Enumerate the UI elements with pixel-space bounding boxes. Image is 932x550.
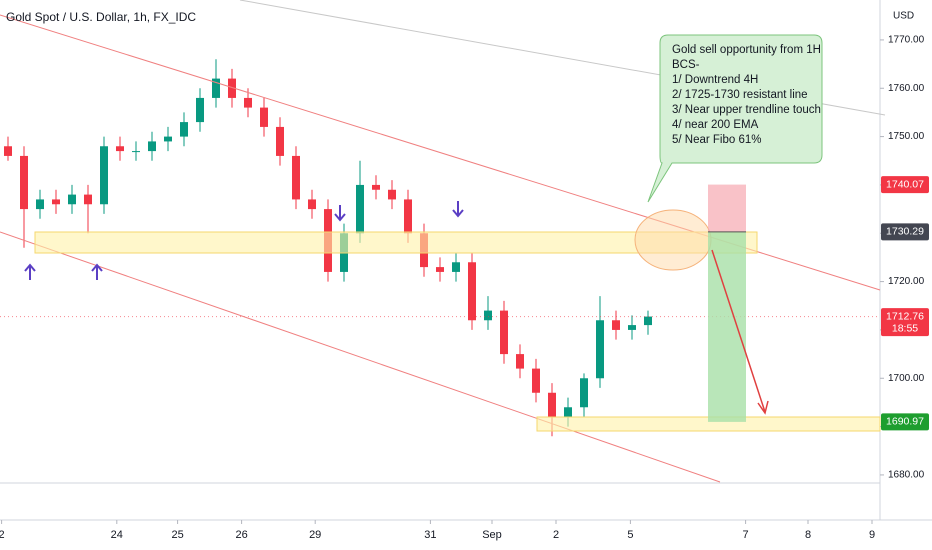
y-tick-label: 1760.00: [888, 83, 925, 94]
projection-arrowhead: [757, 400, 769, 415]
callout-line: Gold sell opportunity from 1H: [672, 44, 821, 56]
target-tag-bg: [881, 413, 929, 431]
candle-body: [4, 146, 12, 156]
candles: [0, 59, 880, 437]
candle-body: [372, 184, 380, 190]
stop-zone: [708, 184, 746, 232]
candle-body: [84, 194, 92, 205]
candle-body: [36, 199, 44, 210]
stop-tag: 1740.07: [886, 178, 924, 190]
x-tick-label: 31: [424, 529, 436, 541]
x-tick-label: 26: [235, 529, 247, 541]
x-tick-label: 29: [309, 529, 321, 541]
candle-body: [452, 262, 460, 272]
callout-line: 2/ 1725-1730 resistant line: [672, 89, 808, 101]
candle-body: [212, 78, 220, 98]
candle-body: [180, 122, 188, 137]
down-arrow: [452, 201, 464, 218]
candle-body: [356, 184, 364, 234]
x-tick-label: 2: [553, 529, 559, 541]
symbol-title: Gold Spot / U.S. Dollar, 1h, FX_IDC: [6, 10, 196, 24]
target-tag: 1690.97: [886, 416, 924, 428]
callout-line: 3/ Near upper trendline touch: [672, 104, 821, 116]
callout: Gold sell opportunity from 1H BCS- 1/ Down…: [647, 34, 823, 203]
countdown: 18:55: [892, 322, 918, 334]
lower-channel: [0, 231, 721, 483]
candle-body: [468, 262, 476, 321]
y-tick-label: 1720.00: [888, 276, 925, 287]
x-tick-label: 25: [171, 529, 183, 541]
candle-body: [148, 141, 156, 152]
up-arrow: [24, 263, 36, 280]
candle-body: [20, 155, 28, 210]
candle-body: [388, 189, 396, 200]
callout-line: 5/ Near Fibo 61%: [672, 134, 762, 146]
candle-body: [612, 320, 620, 330]
candle-body: [404, 199, 412, 234]
candle-body: [68, 194, 76, 205]
candle-body: [644, 316, 652, 326]
x-tick-label: 2: [0, 529, 5, 541]
y-tick-label: 1680.00: [888, 470, 925, 481]
candle-body: [52, 199, 60, 205]
entry-tag: 1730.29: [886, 226, 924, 238]
candle-body: [164, 136, 172, 142]
candle-body: [292, 155, 300, 200]
target-zone: [708, 231, 746, 422]
down-arrow: [334, 205, 346, 222]
candle-body: [116, 146, 124, 152]
candle-body: [132, 151, 140, 153]
callout-line: 1/ Downtrend 4H: [672, 74, 758, 86]
candle-body: [228, 78, 236, 98]
arrows: [24, 201, 464, 280]
callout-line: BCS-: [672, 59, 700, 71]
highlight: [634, 209, 712, 271]
drawings: [0, 0, 886, 483]
axes: 1680.001690.001700.001710.001720.001730.…: [0, 35, 929, 541]
candle-body: [628, 325, 636, 330]
x-tick-label: 5: [627, 529, 633, 541]
candle-body: [276, 126, 284, 156]
x-tick-label: 9: [869, 529, 875, 541]
candle-body: [100, 146, 108, 205]
up-arrow: [91, 263, 103, 280]
candle-body: [548, 392, 556, 417]
candle-body: [532, 368, 540, 393]
x-tick-label: 8: [805, 529, 811, 541]
x-tick-label: 24: [111, 529, 123, 541]
x-tick-label: 7: [743, 529, 749, 541]
candle-body: [260, 107, 268, 127]
callout-line: 4/ near 200 EMA: [672, 119, 759, 131]
candle-body: [500, 310, 508, 355]
y-tick-label: 1700.00: [888, 373, 925, 384]
position-tool: [708, 184, 746, 422]
candle-body: [196, 97, 204, 123]
candle-body: [308, 199, 316, 210]
y-tick-label: 1750.00: [888, 131, 925, 142]
callout-box: [647, 34, 823, 203]
y-tick-label: 1770.00: [888, 35, 925, 46]
callout-text: Gold sell opportunity from 1H BCS- 1/ Down…: [672, 44, 821, 146]
candle-body: [516, 354, 524, 369]
candle-body: [564, 407, 572, 417]
candle-body: [244, 97, 252, 108]
candle-body: [484, 310, 492, 321]
entry-tag-bg: [881, 223, 929, 241]
projection-arrow: [711, 249, 766, 413]
currency: USD: [893, 11, 914, 22]
resistance-zone: [34, 231, 758, 254]
candle-body: [580, 378, 588, 408]
x-tick-label: Sep: [482, 529, 502, 541]
candle-body: [436, 267, 444, 272]
last-price-tag-bg: [881, 308, 929, 337]
candle-body: [596, 320, 604, 379]
last-price-tag: 1712.76: [886, 310, 924, 322]
stop-tag-bg: [881, 176, 929, 194]
